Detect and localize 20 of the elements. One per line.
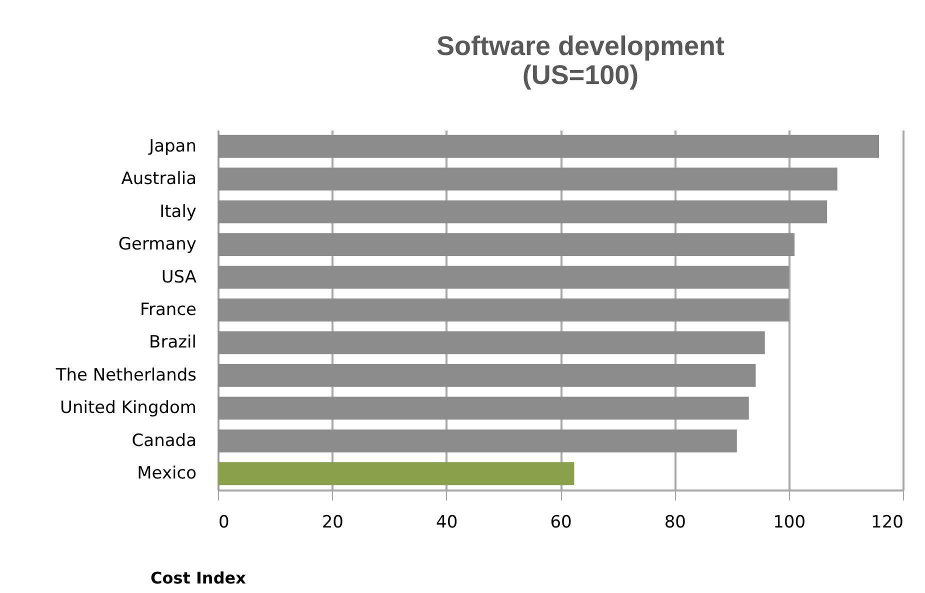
x-tick-label: 100 [773,512,806,532]
x-tick-label: 120 [871,512,904,532]
y-tick-label: France [140,300,196,320]
x-tick-label: 80 [664,512,686,532]
y-tick-label: Germany [118,234,196,255]
y-tick-label: Japan [148,136,196,156]
x-tick-label: 20 [322,512,344,532]
y-tick-label: Mexico [137,464,196,484]
x-tick-label: 0 [218,512,230,532]
chart-title: Software development (US=100) [436,31,725,90]
y-tick-label: United Kingdom [60,398,196,418]
x-axis-title: Cost Index [150,568,247,588]
y-tick-label: Italy [160,202,196,222]
y-tick-label: Brazil [149,332,196,353]
y-tick-label: The Netherlands [54,365,197,386]
y-tick-label: USA [161,267,197,288]
x-tick-label: 60 [550,512,572,532]
y-tick-label: Canada [132,430,196,451]
x-tick-label: 40 [436,512,458,532]
y-tick-label: Australia [121,169,196,190]
